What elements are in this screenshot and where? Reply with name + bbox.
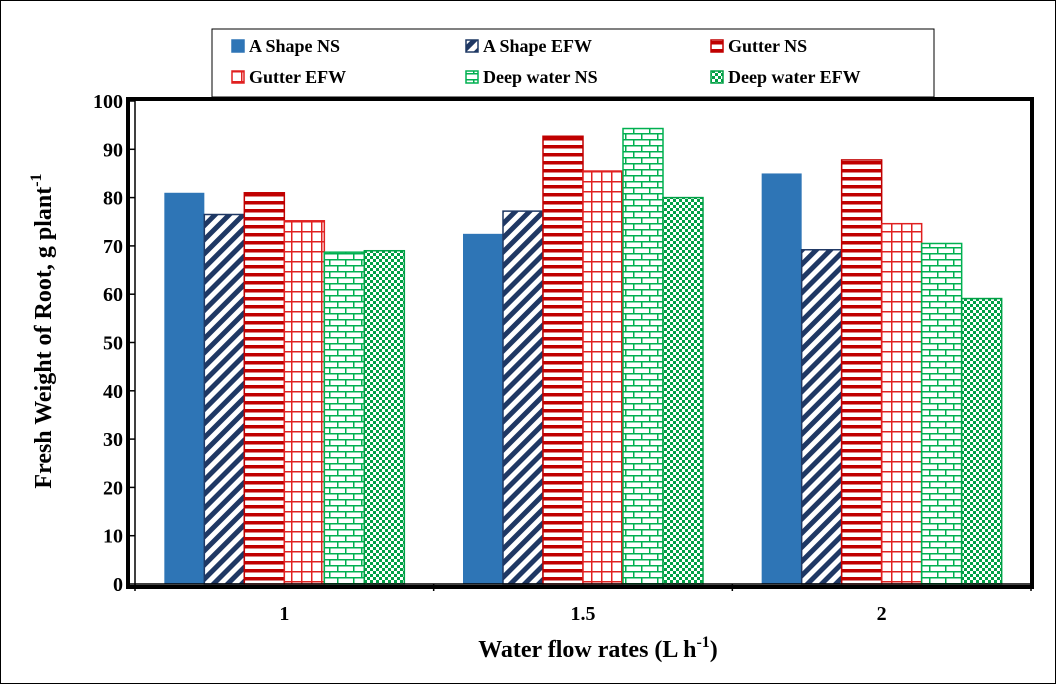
y-tick-label: 20 bbox=[103, 477, 123, 499]
legend-swatch bbox=[465, 70, 479, 84]
legend-swatch bbox=[710, 70, 724, 84]
x-tick-label: 1 bbox=[279, 603, 289, 625]
bar-deep-water-ns-2 bbox=[920, 242, 963, 585]
bar-a-shape-ns-2 bbox=[761, 173, 802, 584]
x-axis-title-text: Water flow rates (L h bbox=[478, 637, 696, 663]
y-tick-label: 0 bbox=[113, 574, 123, 596]
legend-swatch bbox=[231, 39, 245, 53]
legend-swatch bbox=[465, 39, 479, 53]
y-axis-title-sup: -1 bbox=[28, 173, 45, 186]
bar-a-shape-efw-1 bbox=[203, 213, 246, 585]
y-tick-label: 100 bbox=[93, 91, 123, 113]
y-tick-label: 80 bbox=[103, 188, 123, 210]
legend: A Shape NS A Shape EFW Gutter NS Gutter EFW… bbox=[211, 28, 935, 98]
bar-gutter-efw-1_5 bbox=[582, 170, 624, 585]
y-tick-label: 90 bbox=[103, 139, 123, 161]
bar-a-shape-ns-1_5 bbox=[463, 233, 503, 584]
bar-deep-water-efw-1 bbox=[363, 249, 406, 585]
legend-label: Gutter EFW bbox=[249, 67, 346, 87]
bar-a-shape-efw-2 bbox=[800, 249, 843, 585]
bar-gutter-ns-1_5 bbox=[542, 135, 584, 585]
bar-gutter-efw-1 bbox=[283, 220, 326, 585]
legend-label: A Shape NS bbox=[249, 36, 340, 56]
y-tick-label: 10 bbox=[103, 526, 123, 548]
bar-gutter-efw-2 bbox=[880, 222, 923, 585]
x-tick-label: 2 bbox=[877, 603, 887, 625]
bar-gutter-ns-2 bbox=[840, 159, 883, 585]
bar-a-shape-efw-1_5 bbox=[502, 210, 544, 585]
legend-swatch bbox=[231, 70, 245, 84]
legend-label: Gutter NS bbox=[728, 36, 807, 56]
y-axis-title-text: Fresh Weight of Root, g plant bbox=[31, 187, 57, 489]
bars-group bbox=[164, 127, 1003, 585]
y-tick-label: 30 bbox=[103, 429, 123, 451]
y-tick-label: 50 bbox=[103, 333, 123, 355]
bar-deep-water-ns-1_5 bbox=[622, 127, 664, 585]
x-axis-title: Water flow rates (L h-1) bbox=[478, 634, 718, 663]
bar-deep-water-efw-2 bbox=[960, 297, 1003, 585]
axes-group: 0 10 20 30 40 50 60 70 80 90 100 1 1.5 2 bbox=[93, 91, 1032, 625]
y-tick-label: 60 bbox=[103, 284, 123, 306]
y-tick-label: 70 bbox=[103, 236, 123, 258]
bar-a-shape-ns-1 bbox=[164, 192, 205, 584]
legend-label: A Shape EFW bbox=[483, 36, 592, 56]
x-axis-title-sup: -1 bbox=[696, 634, 709, 651]
x-axis-title-end: ) bbox=[710, 637, 718, 663]
legend-label: Deep water NS bbox=[483, 67, 598, 87]
bar-deep-water-efw-1_5 bbox=[662, 196, 704, 585]
bar-gutter-ns-1 bbox=[243, 192, 286, 585]
bar-deep-water-ns-1 bbox=[323, 251, 366, 585]
legend-label: Deep water EFW bbox=[728, 67, 861, 87]
x-tick-label: 1.5 bbox=[571, 603, 596, 625]
legend-swatch bbox=[710, 39, 724, 53]
legend-box bbox=[211, 28, 935, 98]
y-axis-title: Fresh Weight of Root, g plant-1 bbox=[28, 173, 57, 488]
y-tick-label: 40 bbox=[103, 381, 123, 403]
